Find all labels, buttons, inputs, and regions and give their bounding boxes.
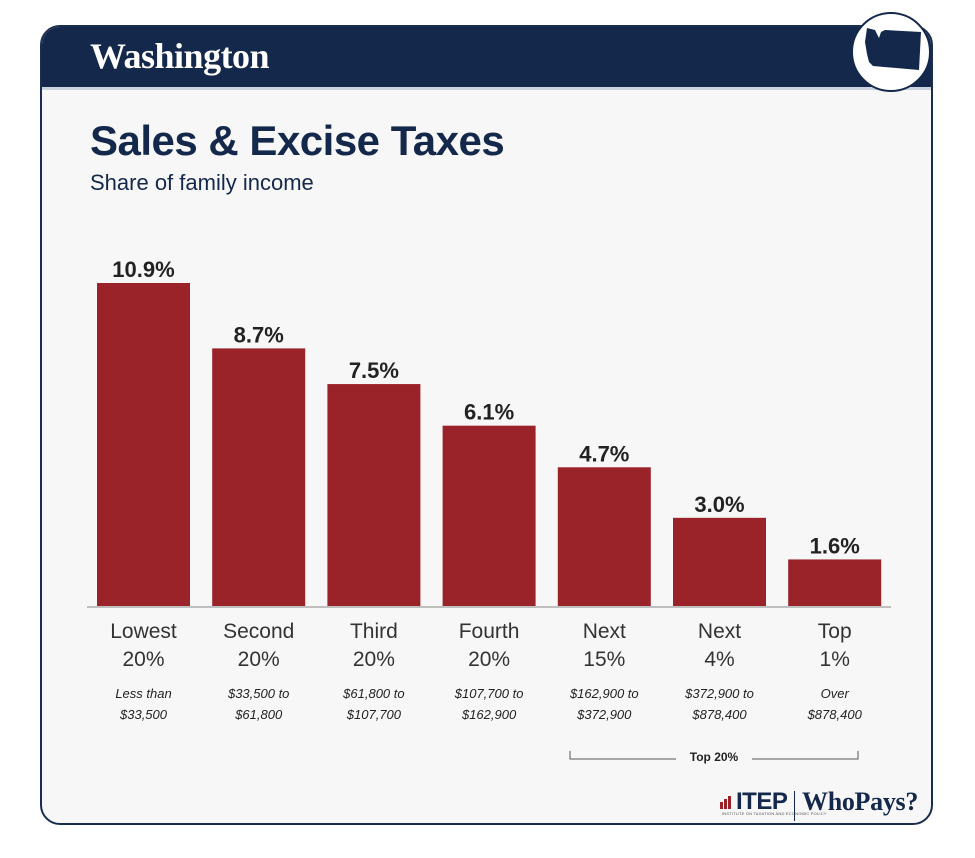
bar-5 bbox=[557, 467, 651, 607]
data-label: 6.1% bbox=[464, 400, 514, 425]
header-bar: Washington bbox=[42, 27, 931, 90]
category-label-line1: Fourth bbox=[459, 620, 520, 643]
itep-logo-subtext: INSTITUTE ON TAXATION AND ECONOMIC POLIC… bbox=[722, 811, 827, 816]
income-range-line1: $61,800 to bbox=[342, 686, 404, 701]
bar-2 bbox=[212, 348, 306, 607]
category-label-line1: Next bbox=[698, 620, 741, 643]
state-badge bbox=[851, 12, 931, 92]
itep-bars-icon bbox=[720, 795, 734, 809]
chart-subtitle: Share of family income bbox=[90, 170, 314, 195]
income-range-line2: $33,500 bbox=[119, 707, 168, 722]
top-20-label: Top 20% bbox=[689, 750, 739, 764]
category-label-line1: Top bbox=[818, 620, 852, 643]
whopays-logo-text: WhoPays? bbox=[802, 787, 919, 816]
data-label: 10.9% bbox=[112, 257, 174, 282]
logo-divider bbox=[794, 791, 795, 821]
category-label-line2: 4% bbox=[704, 648, 734, 671]
bar-7 bbox=[788, 559, 882, 607]
chart-title: Sales & Excise Taxes bbox=[90, 117, 505, 164]
category-label-line2: 20% bbox=[122, 648, 164, 671]
data-label: 4.7% bbox=[579, 441, 629, 466]
category-label-line1: Third bbox=[350, 620, 398, 643]
income-range-line1: $372,900 to bbox=[684, 686, 754, 701]
category-label-line2: 20% bbox=[353, 648, 395, 671]
income-range-line2: $61,800 bbox=[234, 707, 283, 722]
income-range-line1: Less than bbox=[115, 686, 171, 701]
income-range-line1: $33,500 to bbox=[227, 686, 289, 701]
bar-6 bbox=[673, 517, 766, 607]
data-label: 8.7% bbox=[234, 322, 284, 347]
itep-logo-text: ITEP bbox=[736, 788, 788, 815]
bar-4 bbox=[442, 425, 536, 607]
income-range-line1: $107,700 to bbox=[454, 686, 524, 701]
category-label-line2: 20% bbox=[238, 648, 280, 671]
bar-1 bbox=[97, 283, 190, 607]
category-label-line1: Next bbox=[583, 620, 626, 643]
income-range-line2: $162,900 bbox=[461, 707, 517, 722]
top-20-bracket-right bbox=[752, 751, 859, 760]
state-name: Washington bbox=[90, 36, 270, 76]
data-label: 7.5% bbox=[349, 358, 399, 383]
income-range-line2: $107,700 bbox=[346, 707, 402, 722]
bars-layer: 10.9% Lowest 20% Less than $33,500 8.7% Second… bbox=[97, 257, 882, 722]
washington-state-icon bbox=[865, 28, 921, 70]
income-range-line2: $878,400 bbox=[691, 707, 747, 722]
data-label: 3.0% bbox=[694, 492, 744, 517]
income-range-line1: $162,900 to bbox=[569, 686, 639, 701]
category-label-line2: 15% bbox=[583, 648, 625, 671]
income-range-line2: $878,400 bbox=[807, 707, 863, 722]
category-label-line2: 1% bbox=[820, 648, 850, 671]
category-label-line2: 20% bbox=[468, 648, 510, 671]
income-range-line1: Over bbox=[821, 686, 850, 701]
category-label-line1: Lowest bbox=[110, 620, 177, 643]
income-range-line2: $372,900 bbox=[576, 707, 632, 722]
top-20-bracket-left bbox=[569, 751, 676, 760]
top-20-bracket bbox=[569, 751, 859, 760]
data-label: 1.6% bbox=[810, 533, 860, 558]
category-label-line1: Second bbox=[223, 620, 294, 643]
bar-3 bbox=[327, 384, 421, 607]
